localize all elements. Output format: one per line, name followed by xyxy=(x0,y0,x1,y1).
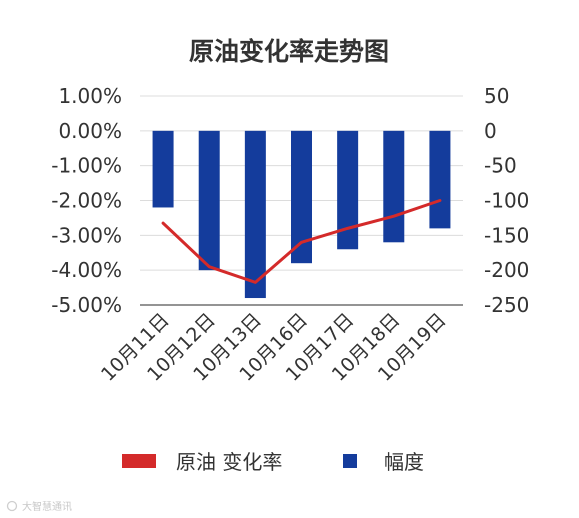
right-axis-tick-label: -50 xyxy=(484,154,517,178)
left-axis-tick-label: -3.00% xyxy=(51,223,122,247)
right-axis-tick-label: -250 xyxy=(484,293,529,317)
bar xyxy=(337,130,359,250)
watermark-logo-icon xyxy=(6,500,18,512)
right-y-axis: 50 0 -50 -100 -150 -200 -250 xyxy=(484,84,529,317)
legend-label-rate: 原油 变化率 xyxy=(176,450,282,474)
legend-label-amplitude: 幅度 xyxy=(384,450,424,474)
left-axis-tick-label: 0.00% xyxy=(58,119,122,143)
left-axis-tick-label: -4.00% xyxy=(51,258,122,282)
left-y-axis: 1.00% 0.00% -1.00% -2.00% -3.00% -4.00% -5.00% xyxy=(51,84,122,317)
bar xyxy=(152,130,174,208)
right-axis-tick-label: -150 xyxy=(484,223,529,247)
bar xyxy=(291,130,312,264)
legend-swatch-amplitude xyxy=(343,454,357,468)
watermark-text: 大智慧通讯 xyxy=(22,500,72,513)
rate-line xyxy=(161,199,442,284)
right-axis-tick-label: 50 xyxy=(484,84,509,108)
bar-series xyxy=(152,130,451,299)
right-axis-tick-label: 0 xyxy=(484,119,497,143)
x-axis: 10月11日10月12日10月13日10月16日10月17日10月18日10月1… xyxy=(97,309,450,386)
line-series xyxy=(161,199,442,284)
bar xyxy=(198,130,220,271)
bar xyxy=(244,130,266,299)
right-axis-tick-label: -100 xyxy=(484,189,529,213)
bar xyxy=(383,130,405,243)
right-axis-tick-label: -200 xyxy=(484,258,529,282)
left-axis-tick-label: 1.00% xyxy=(58,84,122,108)
watermark: 大智慧通讯 xyxy=(6,500,72,513)
left-axis-tick-label: -5.00% xyxy=(51,293,122,317)
left-axis-tick-label: -2.00% xyxy=(51,189,122,213)
bar xyxy=(429,130,451,229)
left-axis-tick-label: -1.00% xyxy=(51,154,122,178)
legend-swatch-rate xyxy=(122,454,156,468)
legend: 原油 变化率 幅度 xyxy=(122,450,424,474)
chart-title: 原油变化率走势图 xyxy=(189,37,389,66)
